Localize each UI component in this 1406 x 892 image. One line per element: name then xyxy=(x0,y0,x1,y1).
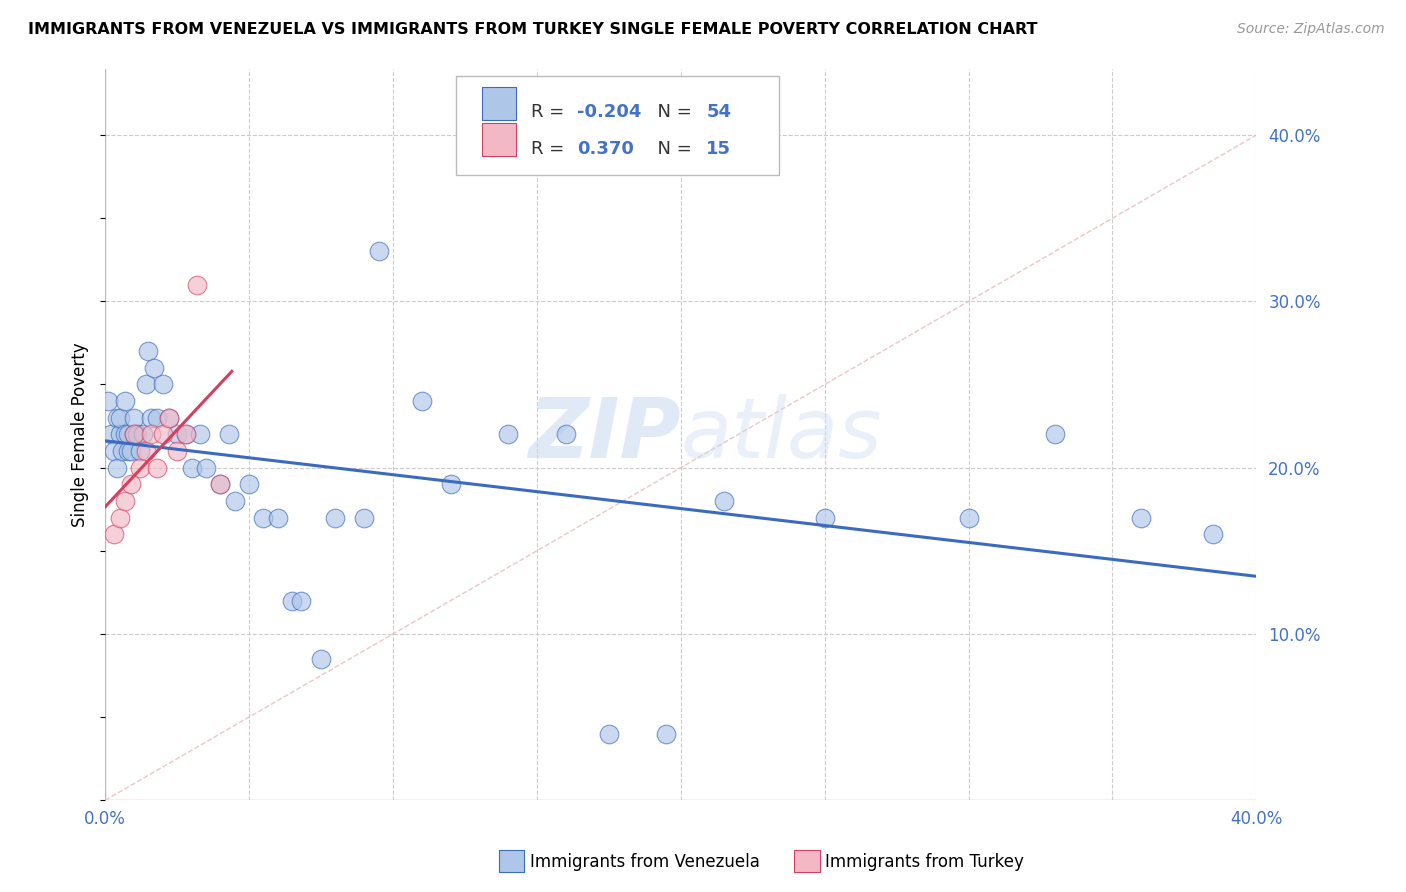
Point xyxy=(367,244,389,259)
Point xyxy=(108,510,131,524)
Point xyxy=(290,593,312,607)
Point xyxy=(108,427,131,442)
Point xyxy=(103,444,125,458)
Text: N =: N = xyxy=(647,140,697,158)
Point xyxy=(152,377,174,392)
Point xyxy=(554,427,576,442)
Point xyxy=(120,444,142,458)
Point xyxy=(281,593,304,607)
Point xyxy=(267,510,290,524)
Point xyxy=(120,477,142,491)
Text: 54: 54 xyxy=(706,103,731,121)
Point xyxy=(111,444,134,458)
Point xyxy=(125,427,148,442)
Point xyxy=(598,727,620,741)
Point xyxy=(325,510,347,524)
Point xyxy=(117,444,139,458)
Point xyxy=(166,444,188,458)
Point xyxy=(131,427,153,442)
Point xyxy=(1202,527,1225,541)
Point xyxy=(1043,427,1066,442)
Text: R =: R = xyxy=(531,103,571,121)
Point xyxy=(174,427,197,442)
Point xyxy=(713,494,735,508)
Point xyxy=(411,394,433,409)
FancyBboxPatch shape xyxy=(457,76,779,175)
Point xyxy=(496,427,519,442)
Point xyxy=(117,427,139,442)
Point xyxy=(143,360,166,375)
Point xyxy=(141,427,163,442)
Point xyxy=(114,494,136,508)
Point xyxy=(157,410,180,425)
Point xyxy=(134,444,156,458)
Text: N =: N = xyxy=(647,103,697,121)
Point xyxy=(128,460,150,475)
Point xyxy=(103,527,125,541)
Text: Source: ZipAtlas.com: Source: ZipAtlas.com xyxy=(1237,22,1385,37)
Point xyxy=(128,444,150,458)
Point xyxy=(252,510,274,524)
Text: Immigrants from Venezuela: Immigrants from Venezuela xyxy=(530,853,759,871)
Point xyxy=(97,394,120,409)
Point xyxy=(114,394,136,409)
Point xyxy=(957,510,980,524)
Point xyxy=(180,460,202,475)
Y-axis label: Single Female Poverty: Single Female Poverty xyxy=(72,342,89,526)
Point xyxy=(100,427,122,442)
Point xyxy=(122,427,145,442)
Point xyxy=(209,477,232,491)
Point xyxy=(122,410,145,425)
Point xyxy=(224,494,246,508)
Point xyxy=(134,377,156,392)
Point xyxy=(108,410,131,425)
Point xyxy=(218,427,240,442)
Point xyxy=(122,427,145,442)
Point xyxy=(186,277,208,292)
Bar xyxy=(482,123,516,156)
Point xyxy=(174,427,197,442)
Text: ZIP: ZIP xyxy=(529,394,681,475)
Point xyxy=(309,652,332,666)
Point xyxy=(209,477,232,491)
Point xyxy=(655,727,678,741)
Text: R =: R = xyxy=(531,140,576,158)
Point xyxy=(814,510,837,524)
Text: -0.204: -0.204 xyxy=(578,103,641,121)
Point xyxy=(353,510,375,524)
Point xyxy=(146,410,169,425)
Point xyxy=(194,460,217,475)
Point xyxy=(439,477,461,491)
Point xyxy=(1130,510,1153,524)
Point xyxy=(138,344,160,359)
Point xyxy=(157,410,180,425)
Text: atlas: atlas xyxy=(681,394,883,475)
Point xyxy=(114,427,136,442)
Point xyxy=(146,460,169,475)
Point xyxy=(238,477,260,491)
Bar xyxy=(482,87,516,120)
Point xyxy=(166,427,188,442)
Text: 0.370: 0.370 xyxy=(578,140,634,158)
Point xyxy=(141,410,163,425)
Point xyxy=(105,460,128,475)
Point xyxy=(188,427,211,442)
Point xyxy=(152,427,174,442)
Text: 15: 15 xyxy=(706,140,731,158)
Text: Immigrants from Turkey: Immigrants from Turkey xyxy=(825,853,1024,871)
Point xyxy=(105,410,128,425)
Text: IMMIGRANTS FROM VENEZUELA VS IMMIGRANTS FROM TURKEY SINGLE FEMALE POVERTY CORREL: IMMIGRANTS FROM VENEZUELA VS IMMIGRANTS … xyxy=(28,22,1038,37)
